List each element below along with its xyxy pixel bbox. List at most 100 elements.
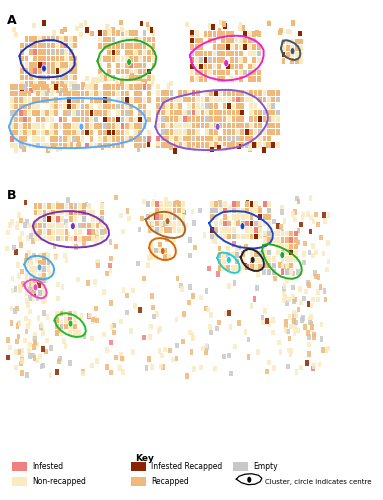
- Bar: [272, 110, 275, 116]
- Bar: [38, 62, 42, 68]
- Bar: [131, 74, 134, 79]
- Bar: [285, 244, 289, 249]
- Bar: [165, 110, 169, 116]
- Bar: [81, 130, 85, 135]
- Bar: [246, 200, 249, 206]
- Bar: [80, 314, 83, 319]
- Bar: [43, 298, 47, 303]
- Bar: [215, 326, 219, 331]
- Bar: [180, 286, 184, 292]
- Bar: [187, 142, 191, 148]
- Bar: [103, 76, 106, 81]
- Bar: [221, 57, 225, 62]
- Bar: [47, 49, 51, 54]
- Bar: [188, 237, 192, 242]
- Bar: [246, 214, 249, 219]
- Bar: [116, 43, 120, 49]
- Bar: [147, 50, 151, 55]
- Bar: [164, 208, 168, 213]
- Bar: [82, 240, 86, 246]
- Bar: [276, 142, 280, 148]
- Bar: [112, 84, 116, 90]
- Bar: [98, 36, 102, 42]
- Bar: [91, 222, 95, 228]
- Bar: [147, 25, 151, 30]
- Bar: [324, 348, 327, 353]
- Bar: [42, 88, 46, 94]
- Bar: [165, 97, 169, 102]
- Bar: [64, 88, 68, 94]
- Bar: [245, 201, 249, 206]
- Bar: [25, 88, 28, 94]
- Bar: [259, 214, 262, 220]
- Bar: [256, 350, 260, 355]
- Bar: [263, 136, 266, 141]
- Bar: [116, 50, 120, 55]
- Bar: [103, 91, 106, 96]
- Bar: [17, 212, 21, 218]
- Bar: [14, 142, 18, 148]
- Bar: [241, 90, 244, 96]
- Bar: [63, 130, 67, 135]
- Bar: [254, 234, 258, 239]
- Bar: [313, 270, 317, 276]
- Bar: [228, 234, 231, 239]
- Bar: [88, 312, 92, 318]
- Bar: [25, 75, 28, 80]
- Bar: [85, 116, 89, 122]
- Bar: [219, 208, 223, 213]
- Bar: [152, 314, 156, 319]
- Bar: [107, 130, 111, 135]
- Bar: [308, 316, 312, 322]
- Bar: [147, 43, 151, 49]
- Bar: [115, 79, 118, 84]
- Bar: [107, 76, 111, 81]
- Bar: [63, 142, 67, 148]
- Bar: [241, 142, 244, 148]
- Bar: [121, 76, 124, 81]
- Bar: [38, 36, 42, 42]
- Bar: [302, 260, 306, 265]
- Bar: [235, 70, 238, 75]
- Bar: [192, 110, 195, 116]
- Bar: [281, 256, 284, 262]
- Bar: [300, 58, 303, 64]
- Bar: [204, 70, 208, 75]
- Bar: [293, 297, 297, 302]
- Bar: [252, 64, 256, 69]
- Bar: [16, 222, 19, 227]
- Bar: [223, 146, 227, 151]
- Bar: [131, 462, 146, 471]
- Bar: [116, 142, 120, 148]
- Bar: [59, 136, 62, 141]
- Bar: [98, 130, 102, 135]
- Bar: [138, 36, 142, 42]
- Bar: [326, 240, 330, 246]
- Bar: [138, 130, 142, 135]
- Bar: [236, 116, 240, 121]
- Bar: [85, 130, 89, 135]
- Bar: [286, 45, 290, 51]
- Bar: [195, 76, 198, 82]
- Bar: [208, 23, 212, 28]
- Bar: [32, 104, 36, 110]
- Bar: [267, 227, 271, 232]
- Bar: [76, 123, 80, 128]
- Bar: [28, 104, 31, 110]
- Bar: [69, 88, 72, 94]
- Bar: [142, 335, 146, 340]
- Bar: [107, 116, 111, 122]
- Bar: [18, 320, 21, 326]
- Bar: [109, 240, 112, 245]
- Bar: [56, 62, 59, 68]
- Bar: [73, 75, 77, 80]
- Bar: [25, 56, 28, 61]
- Bar: [170, 129, 173, 134]
- Bar: [69, 330, 72, 336]
- Bar: [239, 76, 243, 82]
- Bar: [41, 290, 44, 296]
- Bar: [23, 200, 27, 205]
- Bar: [147, 256, 151, 261]
- Bar: [218, 136, 222, 141]
- Bar: [174, 97, 178, 102]
